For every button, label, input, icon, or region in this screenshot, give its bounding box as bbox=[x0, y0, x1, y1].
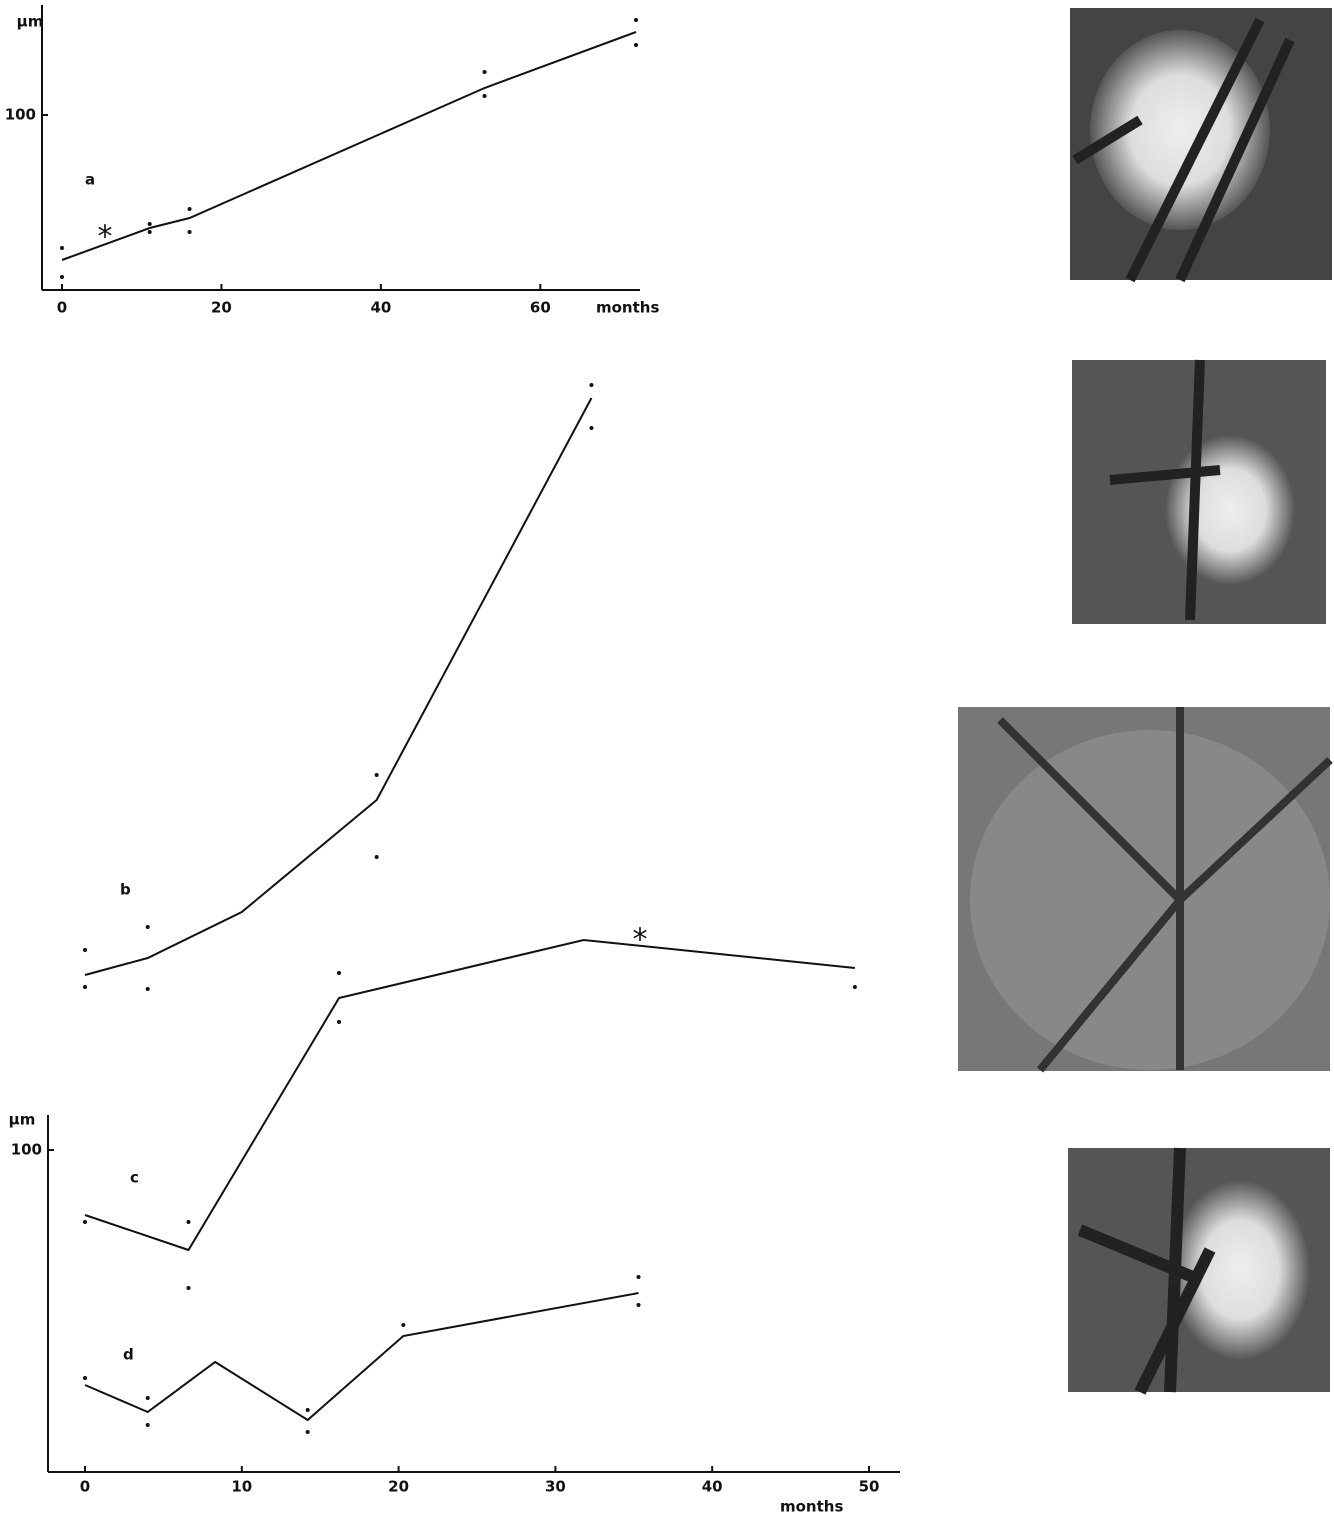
x-tick-label: 60 bbox=[530, 299, 551, 317]
curve-label: c bbox=[130, 1169, 139, 1187]
x-tick-label: 40 bbox=[702, 1478, 723, 1496]
x-tick-label: 0 bbox=[80, 1478, 90, 1496]
measurement-dot bbox=[401, 1323, 406, 1327]
measurement-dot bbox=[147, 222, 152, 226]
measurement-dot bbox=[634, 18, 638, 22]
measurement-dot bbox=[145, 987, 150, 991]
y-tick-label: 100 bbox=[11, 1141, 42, 1159]
measurement-dot bbox=[83, 948, 87, 952]
optic-disc bbox=[970, 730, 1330, 1070]
measurement-dot bbox=[482, 70, 487, 74]
x-tick-label: 50 bbox=[859, 1478, 880, 1496]
measurement-dot bbox=[636, 1275, 641, 1279]
asterisk: * bbox=[98, 220, 113, 255]
measurement-dot bbox=[83, 985, 87, 989]
x-tick-label: 0 bbox=[57, 299, 67, 317]
curve-label: b bbox=[120, 881, 131, 899]
x-tick-label: 10 bbox=[231, 1478, 252, 1496]
measurement-dot bbox=[374, 773, 379, 777]
measurement-dot bbox=[589, 426, 594, 430]
measurement-dot bbox=[83, 1220, 87, 1224]
y-tick-label: 100 bbox=[5, 106, 36, 124]
measurement-dot bbox=[634, 43, 638, 47]
measurement-dot bbox=[60, 275, 64, 279]
vessels bbox=[997, 707, 1333, 1073]
curve bbox=[84, 1292, 639, 1422]
measurement-dot bbox=[145, 1396, 150, 1400]
measurement-dot bbox=[482, 94, 487, 98]
x-tick-label: 20 bbox=[211, 299, 232, 317]
measurement-dot bbox=[147, 230, 152, 234]
x-axis-label: months bbox=[596, 299, 659, 317]
measurement-dot bbox=[852, 985, 857, 989]
measurement-dot bbox=[589, 383, 594, 387]
curve-label: a bbox=[85, 171, 95, 189]
curve bbox=[61, 31, 637, 261]
x-axis-label: months bbox=[780, 1498, 843, 1515]
optic-disc bbox=[1165, 435, 1295, 585]
measurement-dot bbox=[636, 1303, 641, 1307]
measurement-dot bbox=[186, 1286, 191, 1290]
measurement-dot bbox=[305, 1408, 310, 1412]
fundus-photos bbox=[958, 8, 1333, 1395]
optic-disc bbox=[1170, 1180, 1310, 1360]
measurement-dot bbox=[187, 207, 192, 211]
y-unit: µm bbox=[9, 1111, 36, 1129]
measurement-dot bbox=[83, 1376, 87, 1380]
vessels bbox=[1077, 1147, 1216, 1395]
curve bbox=[84, 938, 855, 1252]
measurement-dot bbox=[145, 1423, 150, 1427]
vessels bbox=[1072, 17, 1295, 283]
x-tick-label: 30 bbox=[545, 1478, 566, 1496]
x-tick-label: 40 bbox=[370, 299, 391, 317]
measurement-dot bbox=[337, 971, 342, 975]
measurement-dot bbox=[337, 1020, 342, 1024]
x-tick-label: 20 bbox=[388, 1478, 409, 1496]
curve-label: d bbox=[123, 1346, 134, 1364]
measurement-dot bbox=[186, 1220, 191, 1224]
measurement-dot bbox=[187, 230, 192, 234]
measurement-dot bbox=[60, 246, 64, 250]
asterisk: * bbox=[633, 923, 648, 958]
y-unit: µm bbox=[17, 13, 44, 31]
measurement-dot bbox=[305, 1430, 310, 1434]
measurement-dot bbox=[374, 855, 379, 859]
vessels bbox=[1109, 359, 1221, 621]
curve bbox=[84, 397, 593, 976]
measurement-dot bbox=[145, 925, 150, 929]
